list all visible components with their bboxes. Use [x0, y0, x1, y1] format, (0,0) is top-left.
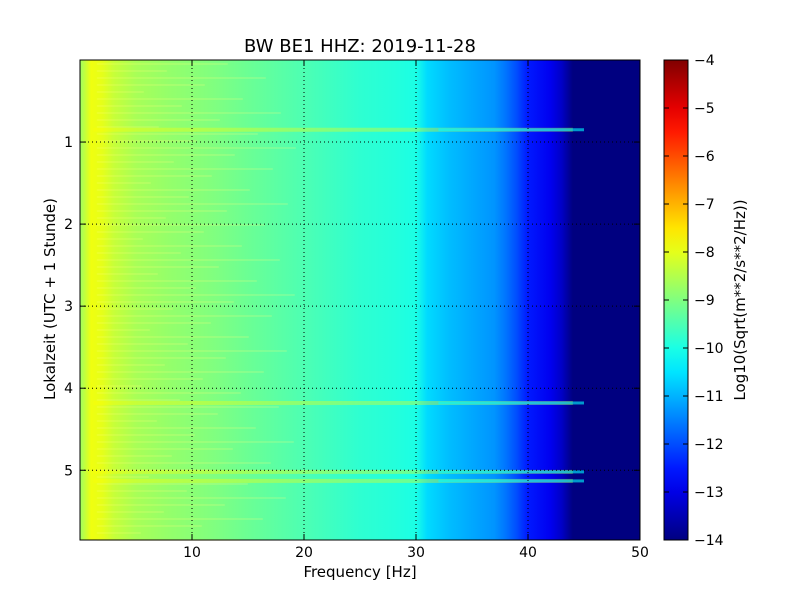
colorbar-tick-label: −12	[694, 437, 724, 453]
chart-title: BW BE1 HHZ: 2019-11-28	[244, 36, 476, 57]
colorbar-tick-label: −7	[694, 197, 715, 213]
highlight-band-tail	[438, 479, 584, 483]
highlight-band	[93, 127, 573, 132]
colorbar-tick-label: −4	[694, 53, 715, 69]
axes: 10 20 30 40 50 1 2 3 4 5	[64, 59, 649, 561]
y-tick-label: 3	[64, 299, 73, 315]
spectrogram-image	[80, 60, 640, 540]
plot-area	[80, 60, 640, 541]
colorbar-tick-label: −10	[694, 341, 724, 357]
y-axis-label: Lokalzeit (UTC + 1 Stunde)	[41, 198, 59, 400]
colorbar-tick-label: −13	[694, 485, 724, 501]
x-tick-label: 10	[183, 545, 201, 561]
x-tick-label: 30	[407, 545, 425, 561]
colorbar-tick-label: −5	[694, 101, 715, 117]
y-tick-label: 4	[64, 381, 73, 397]
plot-frame	[79, 59, 641, 541]
colorbar-tick-label: −9	[694, 293, 715, 309]
highlight-band-tail	[438, 401, 584, 405]
colorbar-tick-label: −8	[694, 245, 715, 261]
colorbar-tick-label: −6	[694, 149, 715, 165]
colorbar: −4 −5 −6 −7 −8 −9 −10 −11 −12 −13 −14	[663, 53, 724, 549]
colorbar-label: Log10(Sqrt(m**2/s**2/Hz))	[731, 199, 749, 400]
y-tick-label: 2	[64, 217, 73, 233]
grid-lines	[80, 60, 640, 540]
highlight-band-tail	[438, 128, 584, 132]
x-tick-label: 20	[295, 545, 313, 561]
highlight-band	[93, 478, 573, 483]
highlight-band-tail	[438, 470, 584, 474]
colorbar-tick-label: −11	[694, 389, 724, 405]
x-axis-label: Frequency [Hz]	[303, 563, 416, 581]
x-tick-label: 50	[631, 545, 649, 561]
highlight-band	[93, 400, 573, 405]
y-tick-label: 5	[64, 463, 73, 479]
colorbar-tick-label: −14	[694, 533, 724, 549]
x-tick-label: 40	[519, 545, 537, 561]
highlight-bands	[93, 127, 584, 483]
highlight-band	[93, 469, 573, 474]
y-tick-label: 1	[64, 135, 73, 151]
